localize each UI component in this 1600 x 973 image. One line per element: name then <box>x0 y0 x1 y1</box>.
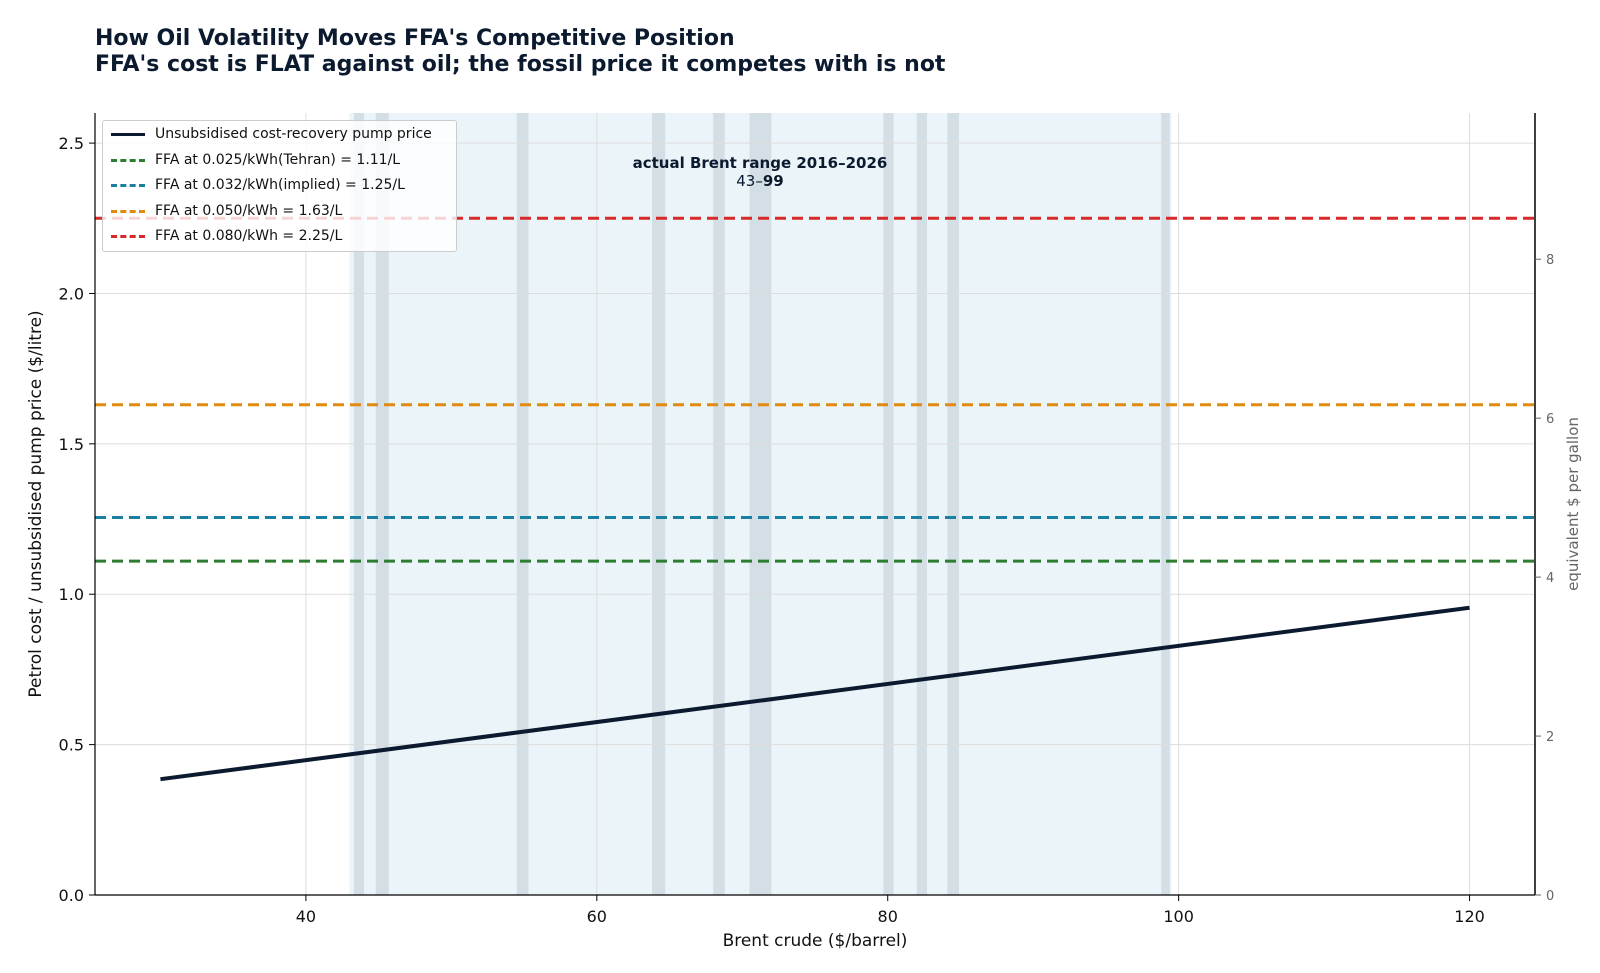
legend-label-ffa-implied: FFA at 0.032/kWh(implied) = 1.25/L <box>155 177 405 193</box>
y2-tick-label: 6 <box>1546 412 1554 427</box>
y-tick-label: 1.0 <box>59 585 84 604</box>
series-line <box>160 605 1470 782</box>
x-tick-label: 40 <box>296 907 316 926</box>
year-marker-band <box>713 113 725 895</box>
legend-item-ffa-tehran: FFA at 0.025/kWh(Tehran) = 1.11/L <box>111 150 400 170</box>
brent-range-annotation: actual Brent range 2016–2026 43–99 <box>610 154 910 190</box>
year-marker-band <box>749 113 772 895</box>
legend-label-pump-price: Unsubsidised cost-recovery pump price <box>155 126 432 142</box>
y-tick-label: 0.0 <box>59 886 84 905</box>
legend-swatch-ffa-050 <box>111 209 145 213</box>
y-tick-label: 0.5 <box>59 736 84 755</box>
legend: Unsubsidised cost-recovery pump price FF… <box>102 120 457 252</box>
y2-tick-label: 8 <box>1546 253 1554 268</box>
year-marker-band <box>1161 113 1170 895</box>
legend-label-ffa-050: FFA at 0.050/kWh = 1.63/L <box>155 203 343 219</box>
chart-title: How Oil Volatility Moves FFA's Competiti… <box>95 26 735 51</box>
year-marker-band <box>916 113 927 895</box>
brent-range-shade <box>349 113 1172 895</box>
x-tick-label: 60 <box>587 907 607 926</box>
brent-range-annotation-values: 43–99 <box>610 172 910 190</box>
year-marker-band <box>353 113 365 895</box>
y-tick-label: 2.0 <box>59 284 84 303</box>
y-tick-label: 1.5 <box>59 435 84 454</box>
x-tick-label: 80 <box>878 907 898 926</box>
y2-tick-label: 2 <box>1546 730 1554 745</box>
y2-tick-label: 0 <box>1546 889 1554 904</box>
legend-swatch-ffa-implied <box>111 183 145 187</box>
x-tick-label: 100 <box>1163 907 1194 926</box>
legend-item-pump-price: Unsubsidised cost-recovery pump price <box>111 124 432 144</box>
y-tick-label: 2.5 <box>59 134 84 153</box>
year-marker-band <box>516 113 529 895</box>
x-tick-label: 120 <box>1454 907 1485 926</box>
legend-label-ffa-tehran: FFA at 0.025/kWh(Tehran) = 1.11/L <box>155 152 401 168</box>
y2-axis-label: equivalent $ per gallon <box>1564 417 1582 591</box>
year-marker-band <box>947 113 959 895</box>
legend-swatch-ffa-tehran <box>111 158 145 162</box>
brent-range-high: 99 <box>762 172 784 190</box>
y-axis-label: Petrol cost / unsubsidised pump price ($… <box>26 310 46 697</box>
chart-subtitle: FFA's cost is FLAT against oil; the foss… <box>95 52 946 77</box>
year-marker-band <box>652 113 666 895</box>
y2-tick-label: 4 <box>1546 571 1554 586</box>
legend-swatch-pump-price <box>111 132 145 136</box>
legend-item-ffa-implied: FFA at 0.032/kWh(implied) = 1.25/L <box>111 175 405 195</box>
year-marker-band <box>375 113 389 895</box>
legend-swatch-ffa-080 <box>111 234 145 238</box>
x-axis-label: Brent crude ($/barrel) <box>723 931 908 951</box>
legend-item-ffa-080: FFA at 0.080/kWh = 2.25/L <box>111 226 342 246</box>
brent-range-low: 43– <box>736 172 763 190</box>
legend-item-ffa-050: FFA at 0.050/kWh = 1.63/L <box>111 201 342 221</box>
brent-range-annotation-title: actual Brent range 2016–2026 <box>632 154 888 172</box>
year-marker-band <box>883 113 894 895</box>
legend-label-ffa-080: FFA at 0.080/kWh = 2.25/L <box>155 228 343 244</box>
